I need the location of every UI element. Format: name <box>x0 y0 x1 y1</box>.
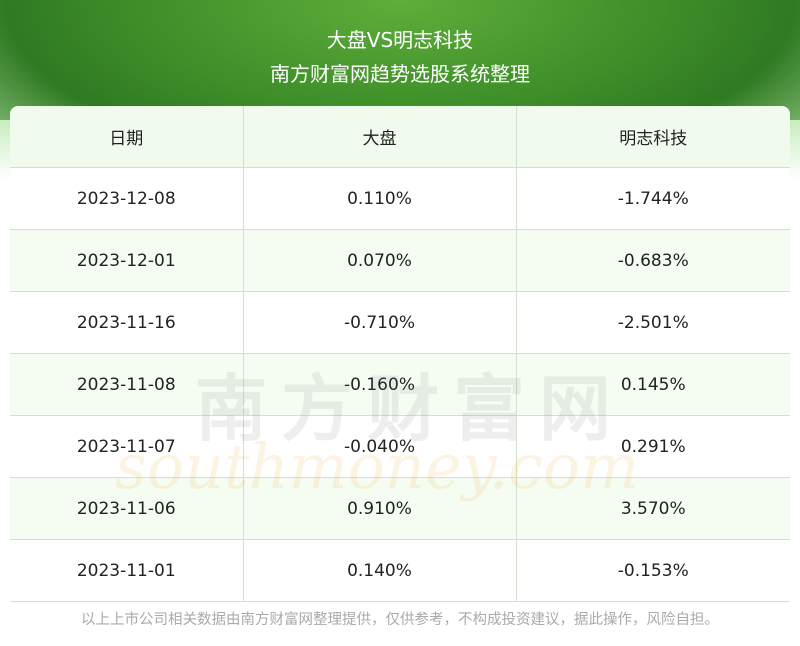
table-cell: 0.140% <box>242 539 517 602</box>
table-row: 2023-12-01 0.070% -0.683% <box>10 229 790 292</box>
table-cell: 2023-11-01 <box>10 539 244 602</box>
footer-note: 以上上市公司相关数据由南方财富网整理提供，仅供参考，不构成投资建议，据此操作，风… <box>81 612 719 628</box>
table-row: 2023-11-07 -0.040% 0.291% <box>10 415 790 478</box>
table-row: 2023-11-01 0.140% -0.153% <box>10 539 790 602</box>
table-cell: -0.710% <box>242 291 517 354</box>
table-cell: -0.153% <box>515 539 790 602</box>
table-cell: 2023-12-08 <box>10 167 244 230</box>
table-cell: -2.501% <box>515 291 790 354</box>
table-row: 2023-12-08 0.110% -1.744% <box>10 167 790 230</box>
header-row: 日期 大盘 明志科技 <box>10 106 790 168</box>
table-cell: 2023-11-07 <box>10 415 244 478</box>
table-cell: -0.683% <box>515 229 790 292</box>
table-cell: 2023-12-01 <box>10 229 244 292</box>
table-cell: 0.145% <box>515 353 790 416</box>
column-header: 明志科技 <box>515 106 790 168</box>
table-cell: 2023-11-16 <box>10 291 244 354</box>
table-row: 2023-11-08 -0.160% 0.145% <box>10 353 790 416</box>
table-cell: -0.040% <box>242 415 517 478</box>
table-cell: -1.744% <box>515 167 790 230</box>
column-header: 大盘 <box>242 106 517 168</box>
table-cell: 2023-11-08 <box>10 353 244 416</box>
table-row: 2023-11-06 0.910% 3.570% <box>10 477 790 540</box>
table-cell: 0.291% <box>515 415 790 478</box>
table-cell: 2023-11-06 <box>10 477 244 540</box>
table-row: 2023-11-16 -0.710% -2.501% <box>10 291 790 354</box>
table-cell: 3.570% <box>515 477 790 540</box>
column-header: 日期 <box>10 106 244 168</box>
table-cell: 0.070% <box>242 229 517 292</box>
table-cell: 0.110% <box>242 167 517 230</box>
table-cell: 0.910% <box>242 477 517 540</box>
table-cell: -0.160% <box>242 353 517 416</box>
subtitle: 南方财富网趋势选股系统整理 <box>270 62 530 86</box>
data-table: 日期 大盘 明志科技 2023-12-08 0.110% -1.744% 2023-12-… <box>10 106 790 602</box>
title: 大盘VS明志科技 <box>326 28 474 52</box>
